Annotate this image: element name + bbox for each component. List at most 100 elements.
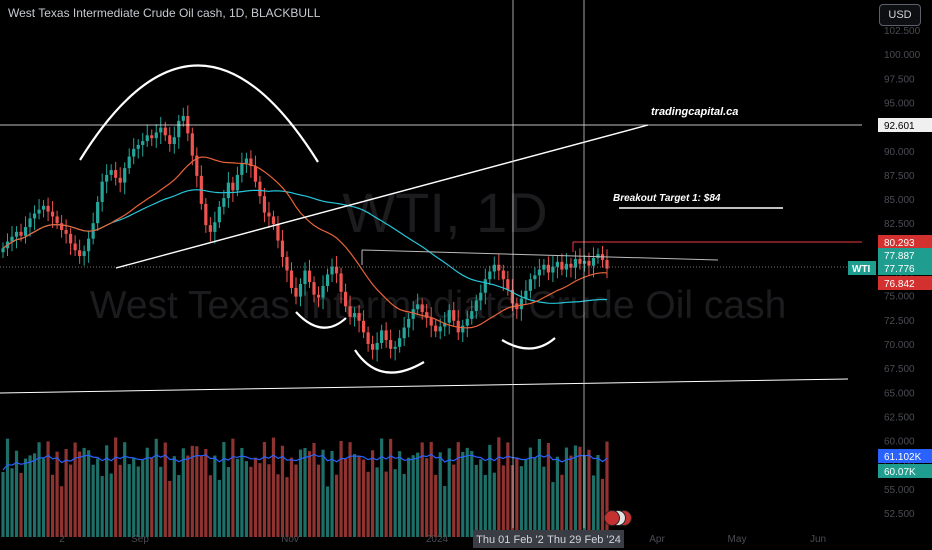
candle-body [461,325,465,333]
candle-body [555,261,560,267]
left-shoulder-arc [295,311,347,329]
volume-bar [159,466,163,537]
candle-body [343,291,348,307]
candle-body [560,261,564,270]
price-label-text: 77.887 [884,251,915,262]
candle-body [280,240,285,258]
candle-body [222,198,226,207]
volume-bar [506,442,510,537]
candle-body [447,310,451,323]
currency-button[interactable]: USD [879,4,921,26]
volume-bar [46,441,50,537]
volume-bar [222,441,226,537]
candle-body [145,135,149,142]
volume-bar [416,452,420,537]
candle-body [105,174,109,182]
volume-bar [533,457,537,537]
candle-body [483,279,487,293]
candle-body [384,330,388,341]
candle-body [168,135,172,144]
volume-bar [55,451,59,537]
volume-bar [384,471,388,537]
candle-body [510,289,514,304]
price-label-text: 76.842 [884,279,915,290]
candle-body [452,310,456,321]
candle-body [10,236,14,242]
price-label-box [878,261,932,275]
candle-body [316,294,321,298]
volume-bar [69,464,73,537]
volume-bar [339,440,343,537]
volume-bar [380,438,384,537]
volume-bar [582,455,587,537]
volume-bar [470,451,474,537]
candle-body [528,279,532,291]
volume-bar [325,486,330,537]
volume-bar [14,450,19,537]
volume-bar [190,445,194,537]
candle-body [294,287,298,297]
candle-body [32,213,37,219]
candle-body [325,274,330,286]
candle-body [456,320,460,333]
price-tick-label: 70.000 [884,340,915,351]
volume-bar [452,464,456,537]
price-tick-label: 95.000 [884,98,915,109]
candle-body [78,250,82,257]
price-tick-label: 75.000 [884,292,915,303]
volume-bar [132,457,136,537]
crosshair-date-label: Thu 29 Feb '24 [547,534,621,546]
candle-body [443,322,447,327]
candle-body [605,259,609,269]
neckline [361,249,719,261]
candle-body [114,170,118,178]
volume-bar [50,474,55,537]
volume-bar [73,442,77,537]
price-tick-label: 87.500 [884,171,915,182]
time-tick-label: Apr [649,534,665,545]
candle-body [69,233,73,244]
volume-bar [434,474,438,537]
candle-body [141,141,145,145]
candle-body [258,181,262,197]
volume-bar [87,450,91,537]
candle-body [380,330,384,343]
volume-bar [375,467,379,537]
volume-bar [524,459,528,537]
candle-body [136,144,140,149]
volume-bar [258,463,262,537]
volume-bar [32,453,37,537]
candle-body [217,206,221,223]
volume-bar [41,458,46,537]
volume-bar [82,447,86,537]
volume-bar [402,473,406,537]
candle-body [204,203,208,226]
candle-body [564,263,569,270]
volume-bar [271,437,276,537]
candle-body [398,338,402,347]
volume-bar [371,450,375,537]
candle-body [389,340,393,349]
drawings-layer[interactable]: tradingcapital.ca Breakout Target 1: $84 [0,0,862,528]
candle-body [582,260,587,264]
candle-body [28,218,32,228]
volume-bar [78,451,82,537]
us-flag-icon[interactable] [604,510,632,526]
volume-bar [96,458,100,537]
candle-body [591,257,596,266]
time-tick-label: 2 [59,534,65,545]
candle-body [82,251,86,257]
candle-body [118,177,122,183]
volume-bar [420,442,424,537]
volume-bar [289,457,294,537]
price-tick-label: 55.000 [884,485,915,496]
symbol-title[interactable]: West Texas Intermediate Crude Oil cash, … [8,6,321,20]
candle-body [587,260,591,266]
price-label-box [878,118,932,132]
candle-body [578,258,582,264]
candle-body [235,174,239,191]
volume-bar [253,457,258,537]
volume-bar [600,478,605,537]
